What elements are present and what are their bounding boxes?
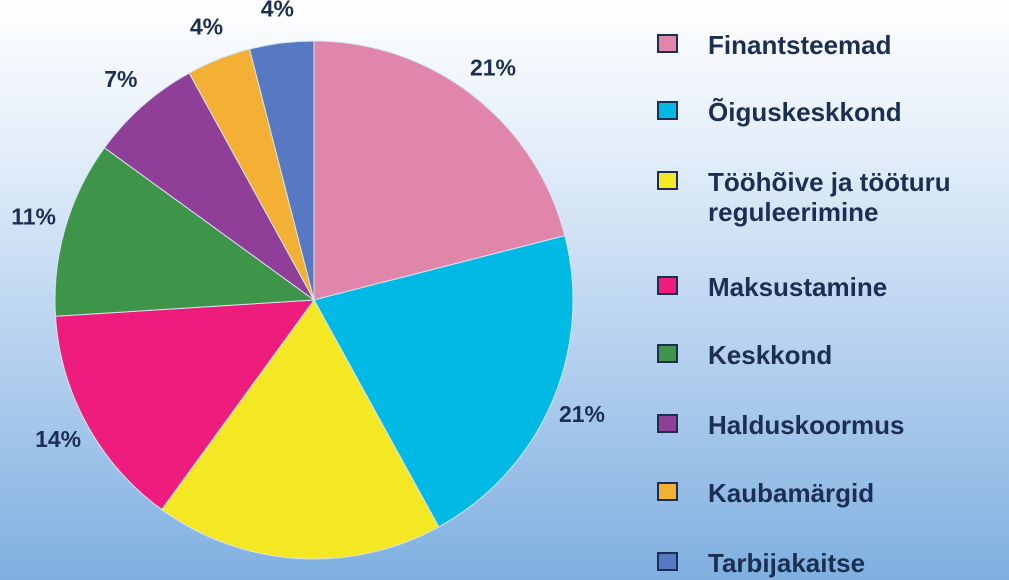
data-label: 7% bbox=[104, 66, 137, 92]
legend-swatch bbox=[657, 276, 678, 295]
legend-item: Õiguskeskkond bbox=[657, 97, 1007, 127]
legend-swatch bbox=[657, 101, 678, 120]
data-label: 11% bbox=[11, 204, 56, 230]
legend-swatch bbox=[657, 414, 678, 433]
legend-label: Maksustamine bbox=[708, 272, 888, 302]
legend-label: Tööhõive ja tööturu reguleerimine bbox=[708, 167, 951, 227]
legend-item: Tööhõive ja tööturu reguleerimine bbox=[657, 167, 1007, 227]
legend-label: Õiguskeskkond bbox=[708, 97, 902, 127]
legend-swatch bbox=[657, 171, 678, 190]
data-label: 18% bbox=[273, 577, 319, 580]
legend-swatch bbox=[657, 552, 678, 571]
chart: 21% 21% 18% 14% 11% 7% 4% 4% bbox=[11, 0, 605, 580]
legend-item: Keskkond bbox=[657, 340, 1007, 370]
pie-slice bbox=[54, 147, 316, 317]
legend-swatch bbox=[657, 34, 678, 53]
pie-slice bbox=[313, 234, 574, 528]
pie-slice bbox=[54, 299, 316, 511]
legend-item: Kaubamärgid bbox=[657, 478, 1007, 508]
pie-slice bbox=[313, 40, 566, 301]
legend-item: Tarbijakaitse bbox=[657, 548, 1007, 578]
legend-swatch bbox=[657, 344, 678, 363]
pie-slice bbox=[161, 299, 440, 560]
legend-label: Tarbijakaitse bbox=[708, 548, 866, 578]
legend-label: Keskkond bbox=[708, 340, 833, 370]
legend-label: Halduskoormus bbox=[708, 410, 905, 440]
data-label: 21% bbox=[470, 54, 516, 80]
pie-slice bbox=[103, 72, 315, 301]
pie-slice bbox=[248, 40, 315, 301]
legend-item: Finantsteemad bbox=[657, 30, 1007, 60]
data-label: 4% bbox=[261, 0, 294, 21]
data-label: 14% bbox=[35, 426, 81, 452]
legend-label: Kaubamärgid bbox=[708, 478, 875, 508]
data-label: 4% bbox=[190, 14, 223, 40]
legend-item: Maksustamine bbox=[657, 272, 1007, 302]
legend-swatch bbox=[657, 482, 678, 501]
legend-label: Finantsteemad bbox=[708, 30, 892, 60]
data-label: 21% bbox=[559, 401, 605, 427]
legend-item: Halduskoormus bbox=[657, 410, 1007, 440]
